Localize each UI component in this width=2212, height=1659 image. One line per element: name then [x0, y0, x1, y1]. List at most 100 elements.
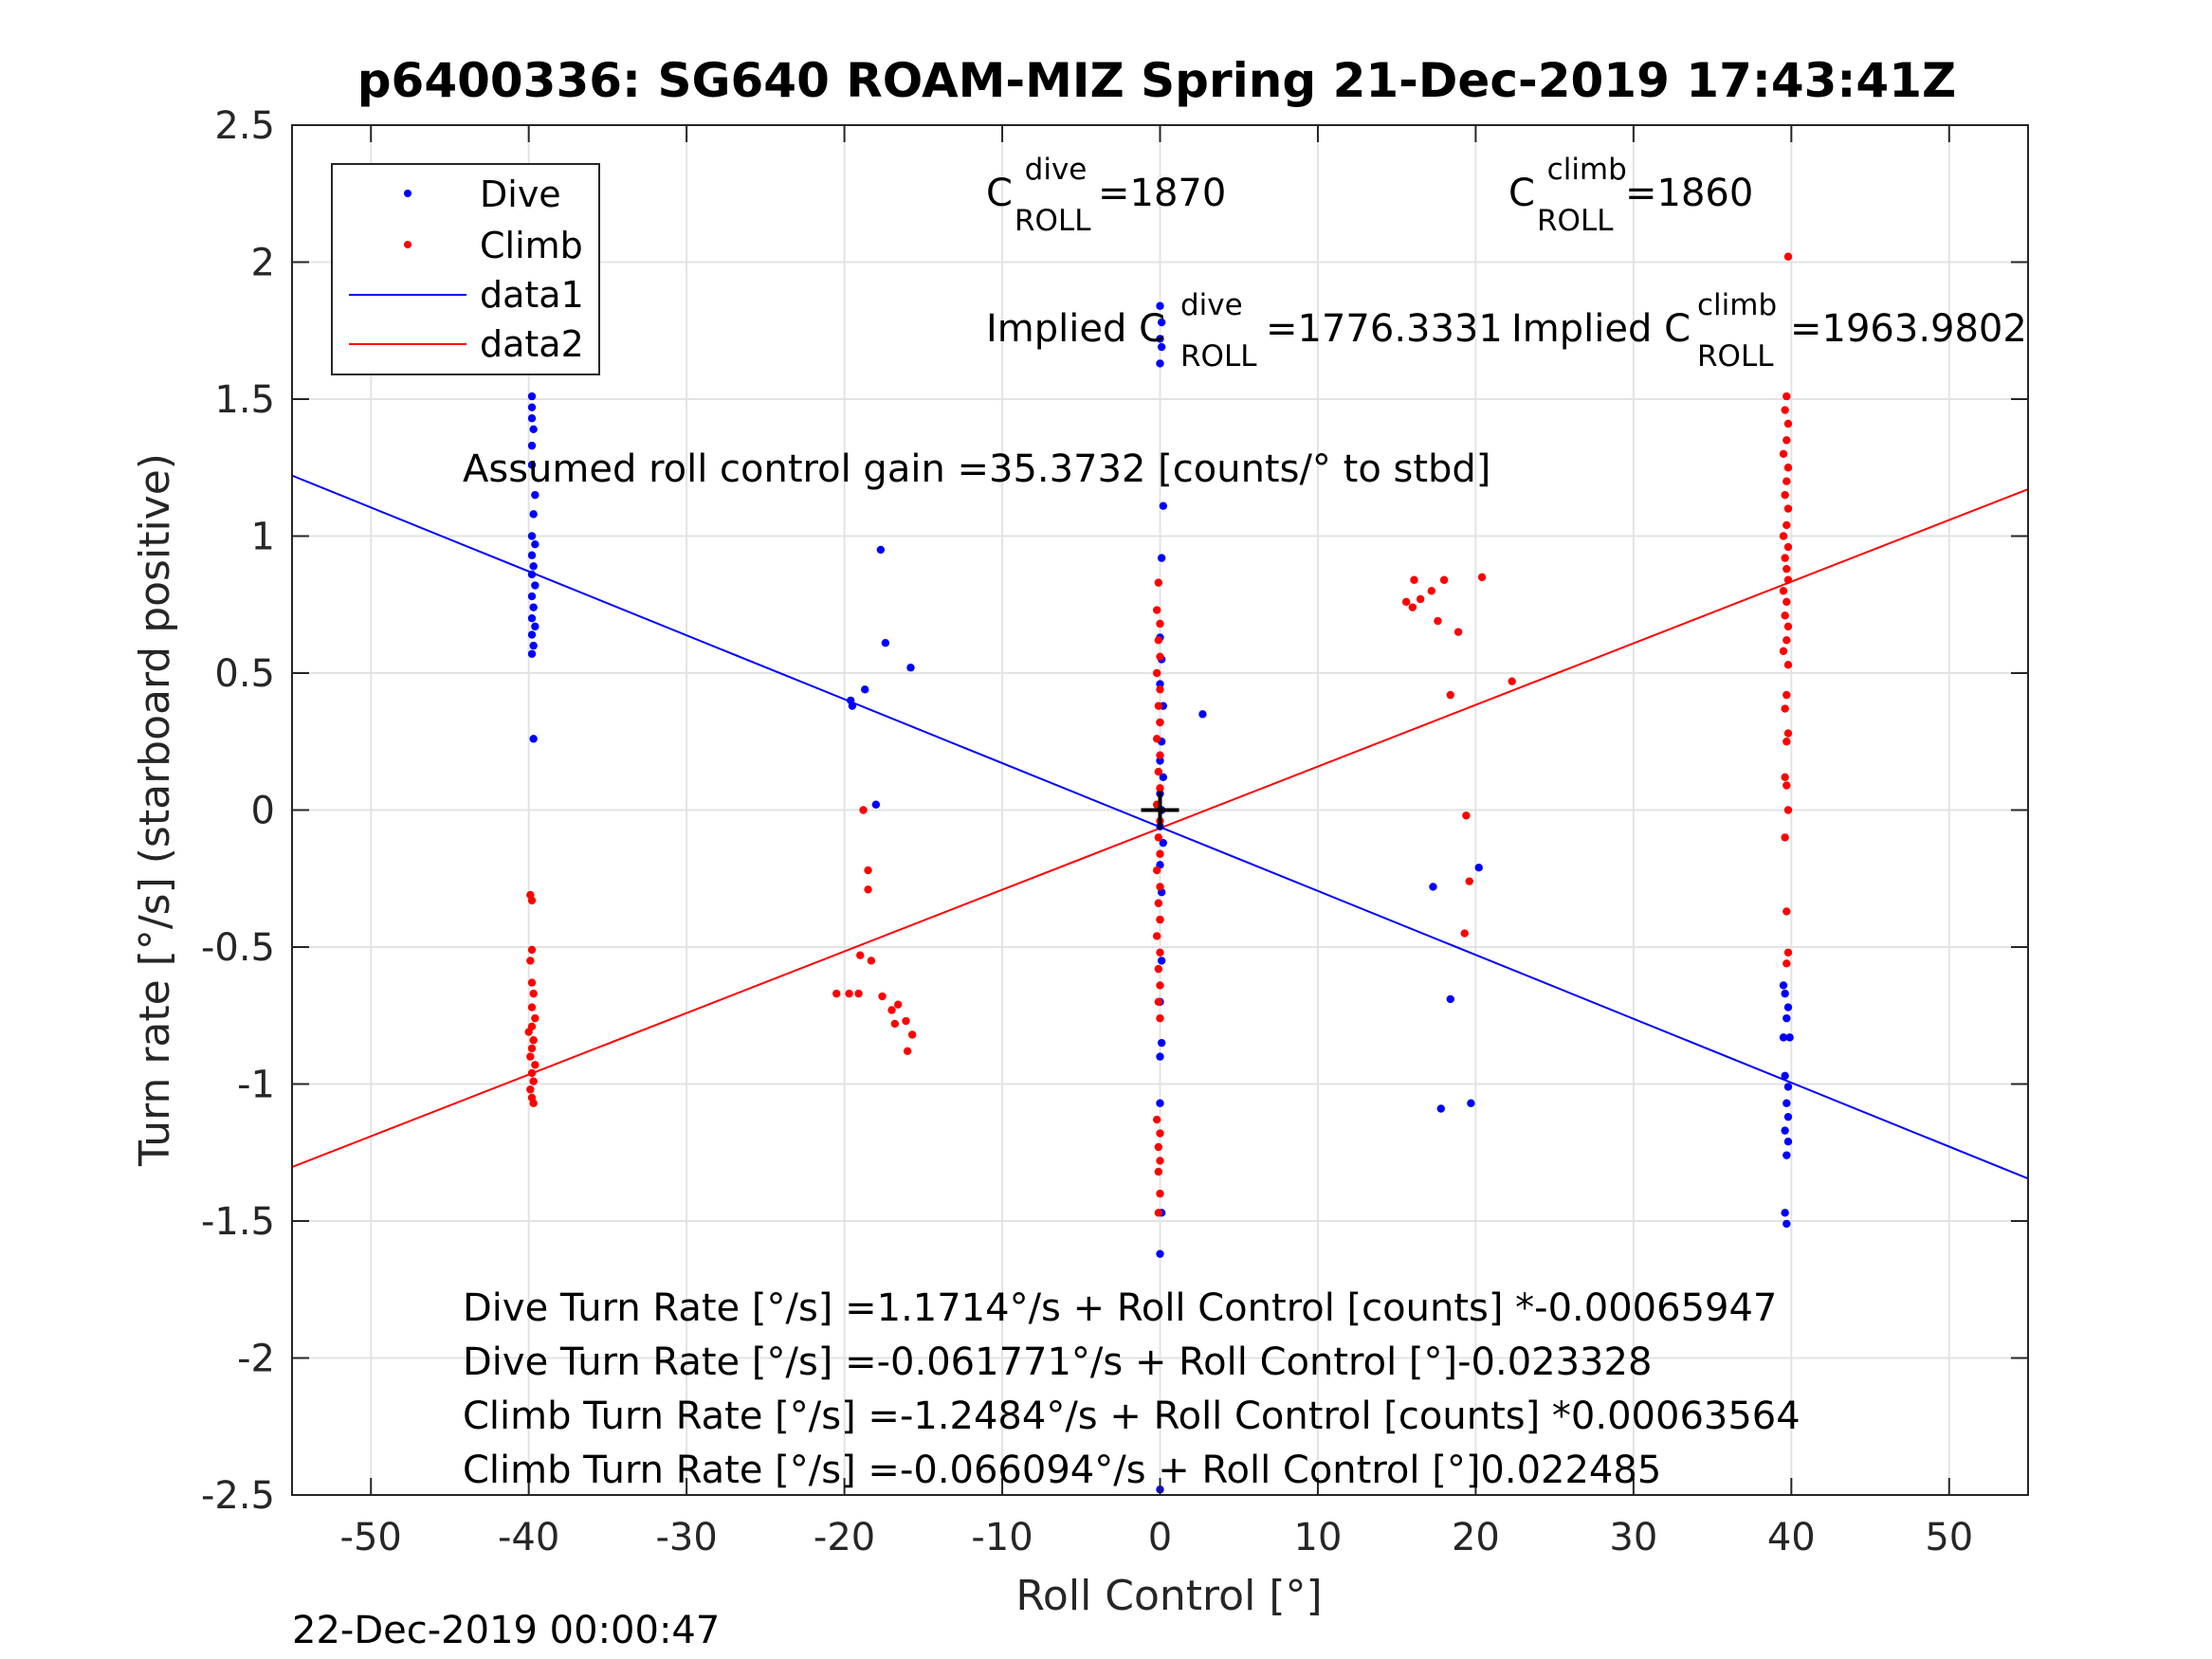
climb-point: [1508, 677, 1516, 685]
climb-point: [1781, 704, 1789, 713]
climb-point: [1156, 685, 1164, 694]
y-tick-label: 1.5: [214, 378, 275, 422]
dive-point: [527, 570, 537, 579]
dive-point: [1779, 981, 1788, 990]
dive-point: [871, 800, 881, 809]
climb-point: [854, 989, 863, 998]
dive-point: [527, 649, 537, 658]
dive-point: [1783, 1112, 1793, 1121]
roll-gain-annotation: Assumed roll control gain =35.3732 [coun…: [463, 447, 1490, 491]
dive-point: [1429, 883, 1437, 891]
c-roll-dive-annotation: C dive ROLL =1870: [986, 145, 1226, 240]
climb-point: [1783, 464, 1793, 472]
legend-dive-label: Dive: [480, 173, 561, 215]
x-tick-label: 40: [1767, 1516, 1816, 1559]
climb-point: [527, 1068, 537, 1078]
fit-equation-climb-degrees: Climb Turn Rate [°/s] =-0.066094°/s + Ro…: [463, 1449, 1661, 1492]
y-tick-label: -0.5: [201, 926, 275, 970]
dive-point: [1156, 1249, 1164, 1258]
climb-point: [529, 989, 538, 998]
climb-point: [1154, 833, 1163, 842]
climb-point: [1156, 849, 1164, 858]
legend-data2-label: data2: [480, 323, 584, 365]
dive-point: [529, 641, 538, 650]
climb-point: [845, 989, 853, 998]
climb-point: [1783, 542, 1793, 552]
dive-point: [1782, 1099, 1791, 1107]
dive-point: [1157, 342, 1166, 352]
climb-point: [1410, 575, 1418, 584]
climb-point: [1156, 915, 1164, 924]
climb-point: [1401, 597, 1411, 607]
climb-point: [1781, 490, 1789, 500]
dive-point: [876, 545, 886, 555]
dive-point: [527, 532, 537, 540]
climb-point: [1782, 564, 1791, 574]
y-tick-label: -1.5: [201, 1200, 275, 1244]
dive-point: [527, 414, 537, 423]
dive-point: [1783, 1083, 1793, 1091]
climb-point: [527, 978, 537, 987]
x-tick-label: 10: [1294, 1516, 1343, 1559]
c-roll-dive-base: C: [986, 172, 1013, 215]
implied-dive-value: =1776.3331: [1266, 307, 1503, 351]
x-tick-label: 20: [1452, 1516, 1500, 1559]
climb-point: [1782, 392, 1791, 401]
tick-labels: -50 -40 -30 -20 -10 0 10 20 30 40 50-2.5-2-1.5-1-0…: [201, 104, 1973, 1559]
dive-point: [1783, 1137, 1793, 1146]
fit-equation-dive-degrees: Dive Turn Rate [°/s] =-0.061771°/s + Rol…: [463, 1340, 1652, 1384]
climb-point: [527, 896, 537, 905]
climb-point: [1427, 587, 1436, 595]
climb-point: [1783, 252, 1793, 261]
climb-point: [1782, 690, 1791, 700]
climb-point: [1782, 636, 1791, 645]
climb-point: [1156, 883, 1164, 891]
dive-point: [906, 664, 915, 672]
dive-point: [531, 539, 539, 549]
legend-climb-label: Climb: [480, 225, 583, 266]
climb-point: [1465, 877, 1473, 885]
climb-point: [907, 1030, 917, 1039]
dive-point: [861, 685, 869, 694]
dive-point: [529, 510, 538, 519]
x-tick-label: 50: [1925, 1516, 1973, 1559]
climb-point: [1781, 833, 1789, 842]
climb-point: [1152, 735, 1161, 743]
c-roll-dive-value: =1870: [1098, 172, 1226, 215]
climb-point: [1781, 773, 1789, 782]
climb-point: [1152, 668, 1161, 678]
dive-point: [1156, 1052, 1164, 1061]
climb-point: [524, 1028, 533, 1036]
climb-point: [526, 1085, 535, 1094]
climb-point: [1152, 932, 1161, 940]
climb-point: [859, 806, 868, 814]
dive-point: [1157, 318, 1166, 327]
climb-point: [893, 1000, 903, 1009]
chart-title: p6400336: SG640 ROAM-MIZ Spring 21-Dec-2…: [357, 53, 1957, 108]
climb-point: [527, 945, 537, 955]
climb-point: [1156, 619, 1164, 629]
climb-point: [1782, 477, 1791, 485]
climb-point: [1156, 1013, 1164, 1023]
legend-box: [331, 163, 600, 375]
dive-point: [1198, 710, 1207, 719]
climb-point: [1779, 647, 1788, 656]
c-roll-dive-superscript: dive: [1025, 153, 1088, 187]
y-tick-label: -1: [237, 1064, 275, 1107]
climb-point: [1152, 1115, 1161, 1124]
dive-point: [531, 581, 539, 590]
dive-point: [529, 562, 538, 571]
dive-point: [527, 614, 537, 623]
climb-point: [1783, 419, 1793, 428]
climb-point: [1156, 1189, 1164, 1198]
dive-point: [1156, 757, 1164, 765]
c-roll-climb-subscript: ROLL: [1537, 204, 1614, 238]
legend-climb-marker: [404, 241, 411, 248]
dive-point: [1782, 1013, 1791, 1023]
climb-point: [1783, 575, 1793, 584]
implied-c-roll-climb-annotation: Implied C climb ROLL =1963.9802: [1511, 281, 2027, 375]
climb-point: [903, 1047, 912, 1056]
plot-frame: [291, 124, 2029, 1496]
climb-point: [887, 1006, 896, 1014]
implied-dive-base: Implied C: [986, 307, 1165, 351]
